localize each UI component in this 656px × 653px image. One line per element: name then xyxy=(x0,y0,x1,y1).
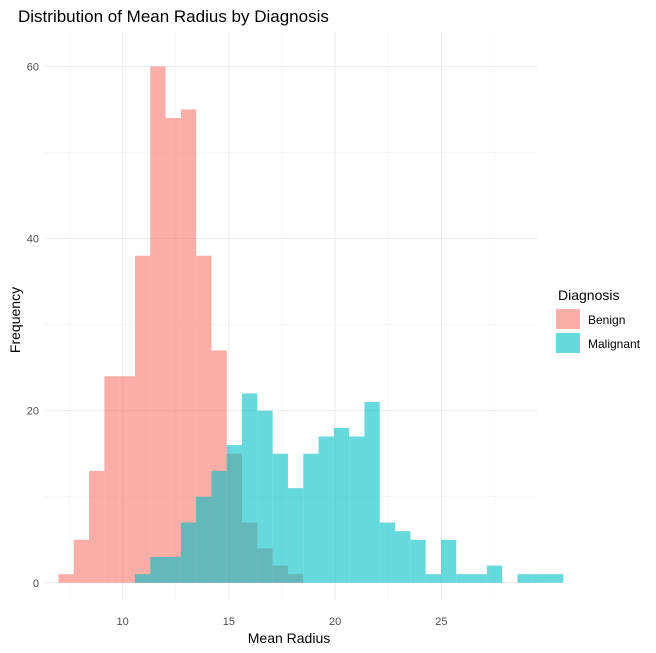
legend: Diagnosis Benign Malignant xyxy=(556,287,641,353)
axis-tick-labels: 10 15 20 25 0 20 40 60 xyxy=(27,61,448,628)
bar-malignant xyxy=(242,393,258,583)
legend-key-malignant xyxy=(556,333,580,353)
histogram-bars xyxy=(58,66,564,583)
y-axis-title: Frequency xyxy=(7,287,23,353)
x-tick-label: 25 xyxy=(435,616,447,628)
y-tick-label: 0 xyxy=(33,578,39,590)
bar-malignant xyxy=(211,470,227,583)
bar-malignant xyxy=(364,402,380,583)
bar-malignant xyxy=(440,539,457,583)
legend-title: Diagnosis xyxy=(558,287,619,303)
bar-malignant xyxy=(134,574,151,583)
legend-key-benign xyxy=(556,309,580,329)
bar-benign xyxy=(73,539,90,583)
bar-malignant xyxy=(410,539,426,583)
bar-benign xyxy=(150,66,166,583)
bar-malignant xyxy=(486,565,503,583)
bar-benign xyxy=(165,118,181,583)
x-tick-label: 20 xyxy=(329,616,341,628)
bar-malignant xyxy=(318,436,334,583)
bar-malignant xyxy=(395,531,411,583)
x-tick-label: 10 xyxy=(117,616,129,628)
bar-malignant xyxy=(532,574,549,583)
bar-benign xyxy=(119,376,135,583)
bar-malignant xyxy=(456,574,472,583)
chart-title: Distribution of Mean Radius by Diagnosis xyxy=(18,7,329,26)
legend-label-benign: Benign xyxy=(588,313,625,327)
y-tick-label: 40 xyxy=(27,234,39,246)
bar-benign xyxy=(89,470,105,583)
bar-malignant xyxy=(471,574,487,583)
bar-malignant xyxy=(226,445,243,583)
bar-malignant xyxy=(333,427,350,583)
x-axis-title: Mean Radius xyxy=(248,630,331,646)
legend-label-malignant: Malignant xyxy=(588,337,641,351)
bar-malignant xyxy=(180,522,197,583)
bar-malignant xyxy=(517,574,533,583)
bar-benign xyxy=(104,376,120,583)
bar-malignant xyxy=(425,574,441,583)
bar-malignant xyxy=(150,556,166,583)
bar-malignant xyxy=(548,574,564,583)
bar-benign xyxy=(134,255,151,583)
bar-malignant xyxy=(349,436,365,583)
bar-malignant xyxy=(196,496,212,583)
bar-benign xyxy=(180,109,197,583)
bar-malignant xyxy=(379,522,396,583)
y-tick-label: 20 xyxy=(27,406,39,418)
bar-malignant xyxy=(257,410,273,583)
bar-benign xyxy=(58,574,74,583)
bar-malignant xyxy=(287,488,304,583)
bar-malignant xyxy=(303,453,319,583)
x-tick-label: 15 xyxy=(223,616,235,628)
bar-malignant xyxy=(272,453,288,583)
y-tick-label: 60 xyxy=(27,61,39,73)
bar-malignant xyxy=(165,556,181,583)
